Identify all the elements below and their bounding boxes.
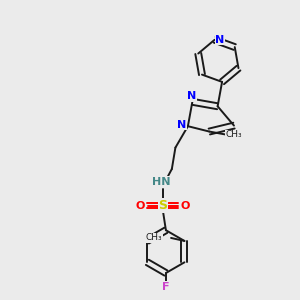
Text: N: N (187, 92, 196, 101)
Text: HN: HN (152, 177, 171, 187)
Text: O: O (181, 201, 190, 211)
Text: N: N (215, 35, 225, 45)
Text: F: F (162, 282, 170, 292)
Text: N: N (177, 120, 186, 130)
Text: CH₃: CH₃ (146, 233, 162, 242)
Text: CH₃: CH₃ (226, 130, 242, 139)
Text: S: S (158, 199, 167, 212)
Text: O: O (136, 201, 145, 211)
